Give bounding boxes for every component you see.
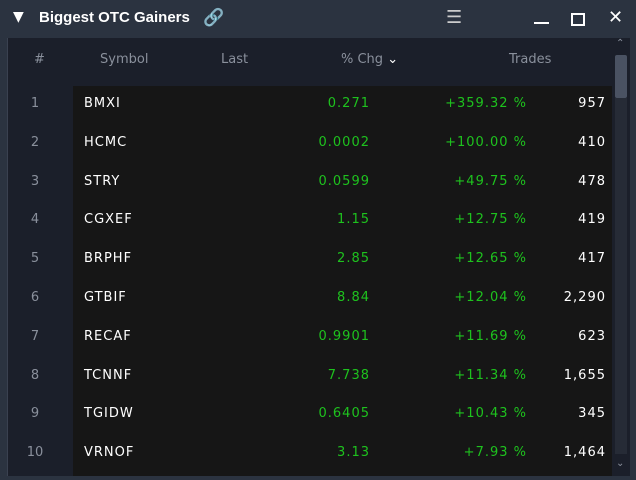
table-row[interactable]: 8 TCNNF 7.738 +11.34 % 1,655: [31, 358, 636, 397]
table-row[interactable]: 7 RECAF 0.9901 +11.69 % 623: [31, 319, 636, 358]
row-pct-change: +7.93 %: [463, 445, 527, 461]
row-number: 9: [30, 406, 40, 422]
scrollbar-track[interactable]: [615, 98, 627, 454]
table-row[interactable]: 3 STRY 0.0599 +49.75 % 478: [31, 164, 636, 203]
row-pct-change: +12.04 %: [454, 290, 527, 305]
row-trades: 410: [578, 134, 606, 150]
row-trades: 419: [578, 212, 606, 228]
minimize-icon[interactable]: [534, 22, 549, 24]
col-header-last[interactable]: Last: [221, 52, 249, 67]
row-last: 0.6405: [318, 406, 370, 422]
row-trades: 345: [578, 406, 606, 422]
row-symbol: HCMC: [84, 134, 128, 150]
row-symbol: RECAF: [84, 328, 132, 344]
row-number: 3: [30, 173, 40, 189]
row-symbol: BMXI: [84, 96, 121, 111]
menu-icon[interactable]: ☰: [446, 7, 463, 28]
row-symbol: GTBIF: [84, 290, 127, 305]
row-pct-change: +100.00 %: [445, 134, 527, 150]
maximize-icon[interactable]: [571, 13, 585, 26]
col-header-chg[interactable]: % Chg ⌄: [341, 52, 398, 67]
row-last: 8.84: [337, 290, 370, 305]
col-header-num[interactable]: #: [34, 52, 45, 67]
scroll-up-icon[interactable]: ⌃: [616, 38, 625, 49]
table-row[interactable]: 10 VRNOF 3.13 +7.93 % 1,464: [27, 435, 636, 474]
row-trades: 417: [578, 251, 606, 267]
row-number: 7: [30, 328, 40, 344]
row-trades: 2,290: [563, 290, 606, 305]
row-number: 5: [30, 251, 40, 267]
row-number: 4: [30, 212, 40, 228]
row-last: 0.0599: [318, 173, 370, 189]
table-body: 1 BMXI 0.271 +359.32 % 957 2 HCMC 0.0002 +100.00…: [27, 86, 612, 476]
row-pct-change: +11.34 %: [454, 367, 527, 383]
col-header-symbol[interactable]: Symbol: [100, 52, 149, 67]
scrollbar-thumb[interactable]: [615, 55, 627, 98]
row-trades: 478: [578, 173, 606, 189]
table-row[interactable]: 9 TGIDW 0.6405 +10.43 % 345: [31, 396, 636, 435]
row-trades: 1,655: [563, 367, 606, 383]
row-pct-change: +12.65 %: [454, 251, 527, 267]
window-title: Biggest OTC Gainers: [39, 9, 190, 26]
row-number: 2: [30, 134, 40, 150]
row-last: 0.0002: [318, 134, 370, 150]
col-header-chg-label: % Chg: [341, 52, 384, 67]
table-row[interactable]: 2 HCMC 0.0002 +100.00 % 410: [31, 125, 636, 164]
row-trades: 623: [578, 328, 606, 344]
row-symbol: TGIDW: [84, 406, 134, 422]
row-symbol: BRPHF: [84, 251, 133, 267]
gainers-table: # Symbol Last % Chg ⌄ Trades 1 BMXI 0.271 +…: [7, 38, 630, 476]
table-row[interactable]: 1 BMXI 0.271 +359.32 % 957: [31, 86, 636, 125]
row-symbol: CGXEF: [84, 212, 133, 228]
scroll-down-icon[interactable]: ⌄: [616, 458, 625, 469]
row-trades: 1,464: [563, 445, 606, 461]
row-pct-change: +11.69 %: [454, 328, 527, 344]
scrollbar[interactable]: ⌃ ⌄: [613, 38, 629, 476]
row-number: 8: [30, 367, 40, 383]
row-last: 2.85: [337, 251, 370, 267]
col-header-trades[interactable]: Trades: [509, 52, 552, 67]
table-row[interactable]: 4 CGXEF 1.15 +12.75 % 419: [31, 202, 636, 241]
table-row[interactable]: 5 BRPHF 2.85 +12.65 % 417: [31, 241, 636, 280]
row-number: 1: [30, 96, 40, 111]
row-pct-change: +359.32 %: [445, 96, 527, 111]
row-last: 3.13: [337, 445, 370, 461]
row-symbol: STRY: [84, 173, 121, 189]
sort-desc-icon: ⌄: [387, 52, 399, 67]
link-icon[interactable]: 🔗: [203, 8, 225, 28]
table-row[interactable]: 6 GTBIF 8.84 +12.04 % 2,290: [31, 280, 636, 319]
close-icon[interactable]: ✕: [608, 7, 624, 28]
row-last: 7.738: [327, 367, 370, 383]
row-pct-change: +12.75 %: [454, 212, 527, 228]
row-symbol: VRNOF: [84, 445, 135, 461]
row-trades: 957: [578, 96, 606, 111]
row-last: 1.15: [337, 212, 370, 228]
filter-icon[interactable]: ▼: [13, 9, 24, 25]
row-number: 10: [26, 445, 44, 461]
row-last: 0.9901: [318, 328, 370, 344]
row-pct-change: +49.75 %: [454, 173, 527, 189]
title-bar: ▼ Biggest OTC Gainers 🔗 ☰ ✕: [0, 0, 636, 38]
row-number: 6: [30, 290, 40, 305]
row-last: 0.271: [327, 96, 370, 111]
row-pct-change: +10.43 %: [454, 406, 527, 422]
row-symbol: TCNNF: [84, 367, 133, 383]
